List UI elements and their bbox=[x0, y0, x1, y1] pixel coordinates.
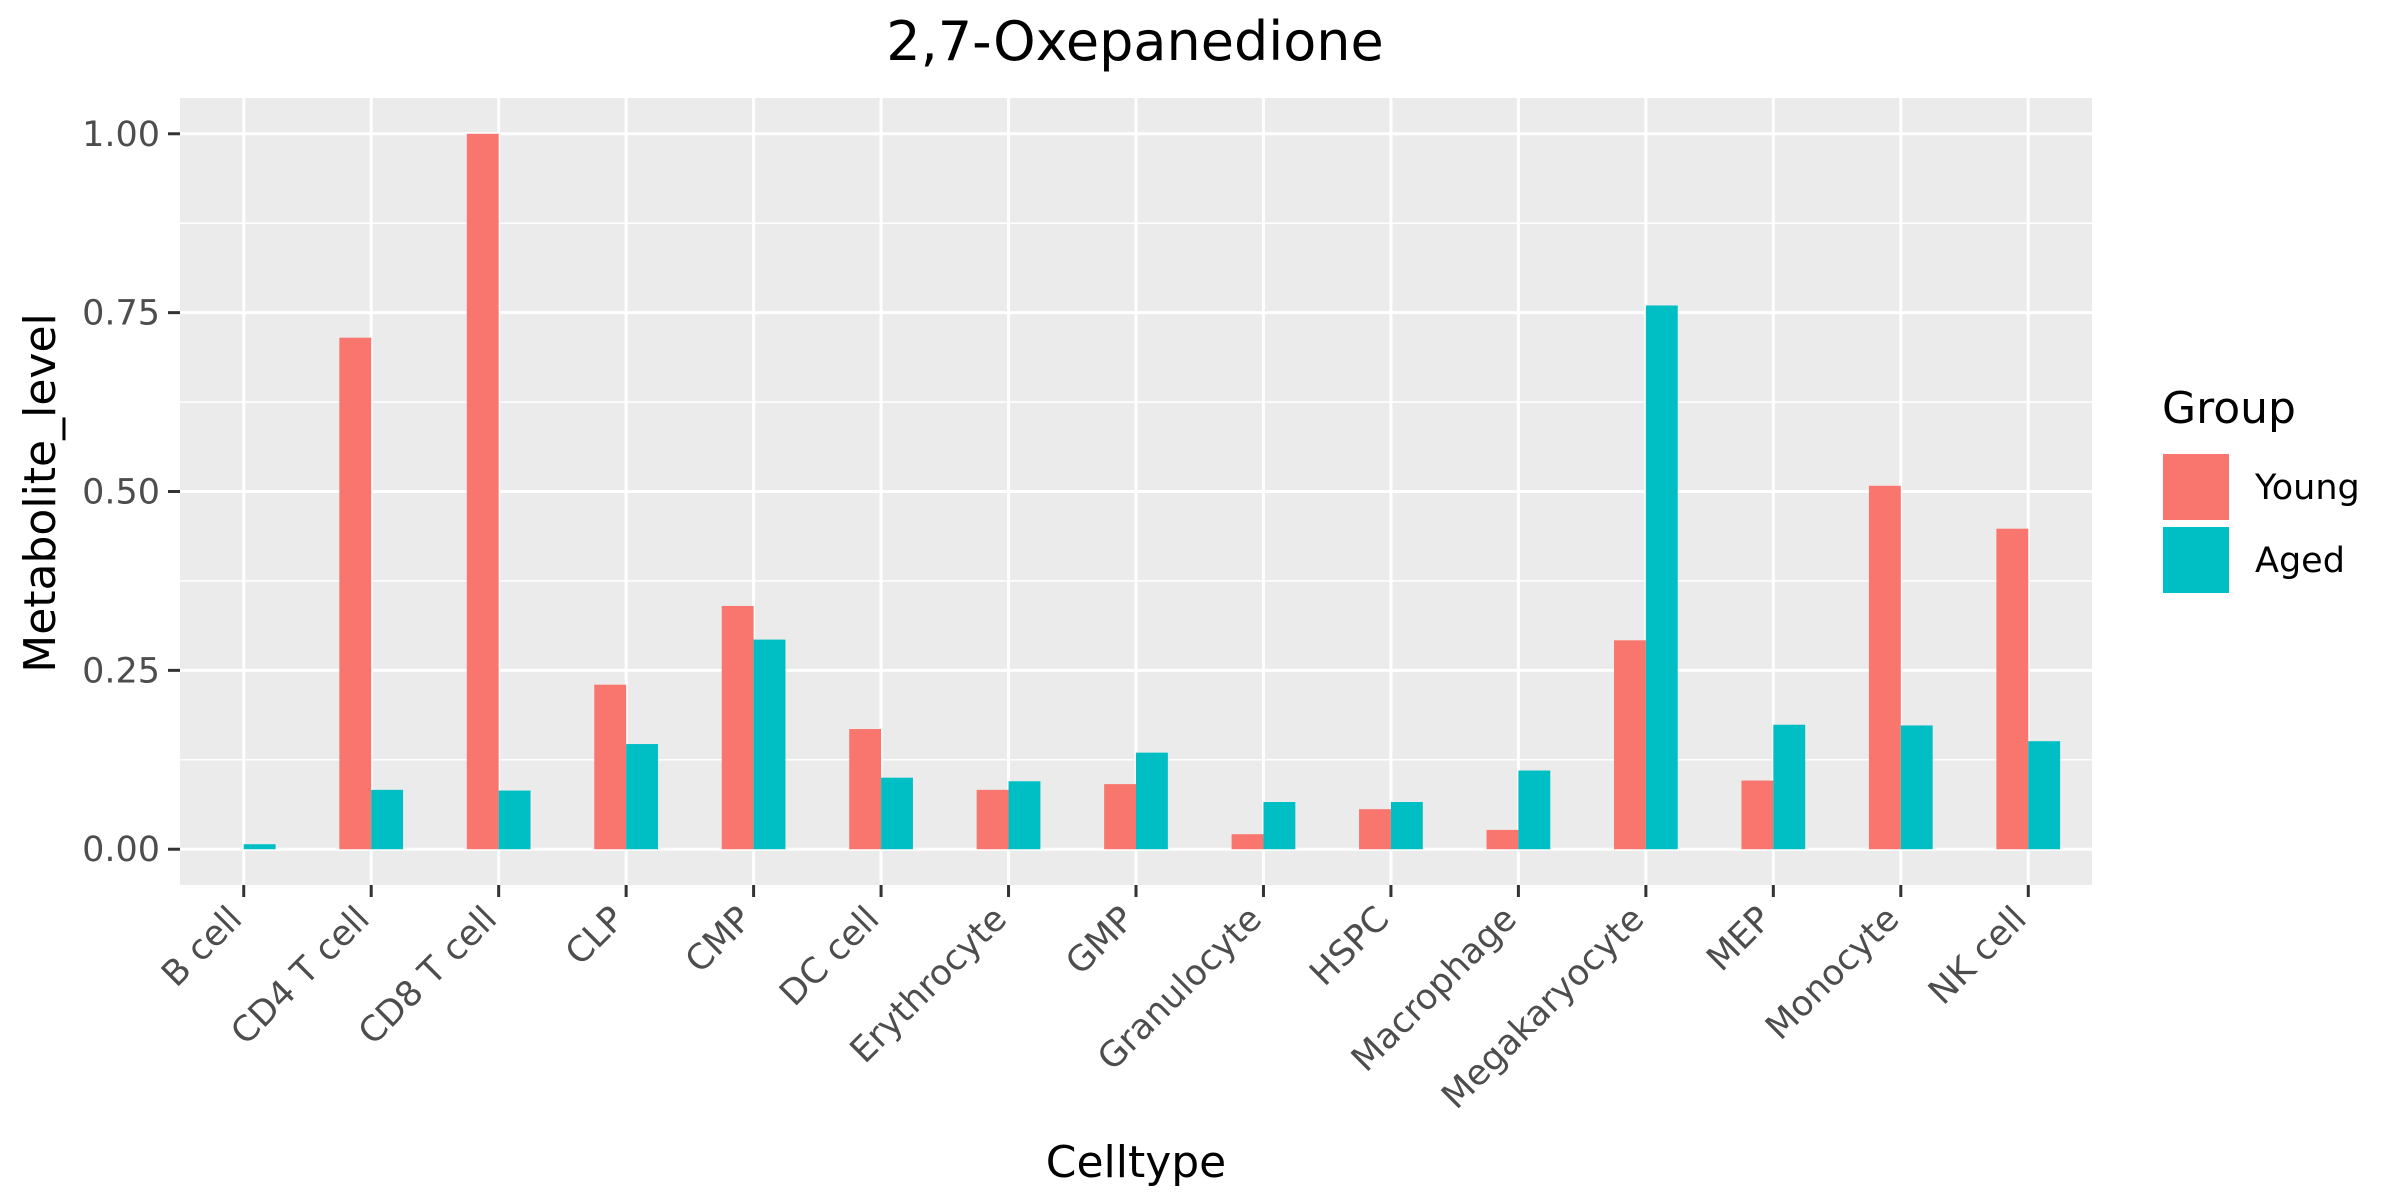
bar-aged bbox=[1645, 305, 1678, 850]
bar-young bbox=[1741, 780, 1774, 850]
bar-aged bbox=[1518, 770, 1551, 850]
bar-young bbox=[849, 729, 882, 850]
legend-key-aged bbox=[2163, 527, 2229, 593]
bar-young bbox=[339, 337, 372, 850]
bar-aged bbox=[753, 639, 786, 850]
bar-young bbox=[1868, 485, 1901, 850]
bar-aged bbox=[1263, 802, 1296, 850]
bar-young bbox=[1486, 829, 1519, 850]
bar-aged bbox=[243, 844, 276, 850]
bar-young bbox=[1614, 640, 1646, 850]
legend-label-aged: Aged bbox=[2255, 541, 2345, 581]
y-tick-label: 0.50 bbox=[82, 473, 160, 513]
bar-aged bbox=[2028, 741, 2061, 850]
legend-key-young bbox=[2163, 454, 2229, 520]
bar-young bbox=[1104, 784, 1136, 850]
bar-young bbox=[1996, 528, 2029, 850]
bar-young bbox=[466, 133, 499, 850]
bar-young bbox=[721, 605, 754, 850]
bar-aged bbox=[1900, 725, 1933, 850]
bar-aged bbox=[371, 789, 404, 850]
bar-young bbox=[594, 684, 627, 850]
bar-aged bbox=[1390, 802, 1423, 850]
bar-aged bbox=[881, 777, 913, 850]
chart-title: 2,7-Oxepanedione bbox=[886, 10, 1383, 73]
legend-label-young: Young bbox=[2254, 468, 2360, 508]
y-tick-label: 0.25 bbox=[82, 651, 160, 691]
y-axis-title: Metabolite_level bbox=[15, 313, 66, 673]
y-tick-label: 0.00 bbox=[82, 830, 160, 870]
bar-young bbox=[1231, 834, 1264, 850]
bar-aged bbox=[626, 744, 658, 850]
bar-aged bbox=[1773, 724, 1806, 850]
bar-aged bbox=[1008, 781, 1041, 850]
legend-title: Group bbox=[2162, 383, 2296, 434]
legend: Group Young Aged bbox=[2162, 383, 2360, 593]
bar-aged bbox=[498, 790, 531, 850]
y-tick-label: 1.00 bbox=[82, 115, 160, 155]
bar-young bbox=[976, 789, 1009, 850]
bar-young bbox=[1359, 809, 1391, 850]
y-tick-label: 0.75 bbox=[82, 294, 160, 334]
bar-aged bbox=[1136, 752, 1168, 850]
x-axis-title: Celltype bbox=[1046, 1137, 1227, 1188]
